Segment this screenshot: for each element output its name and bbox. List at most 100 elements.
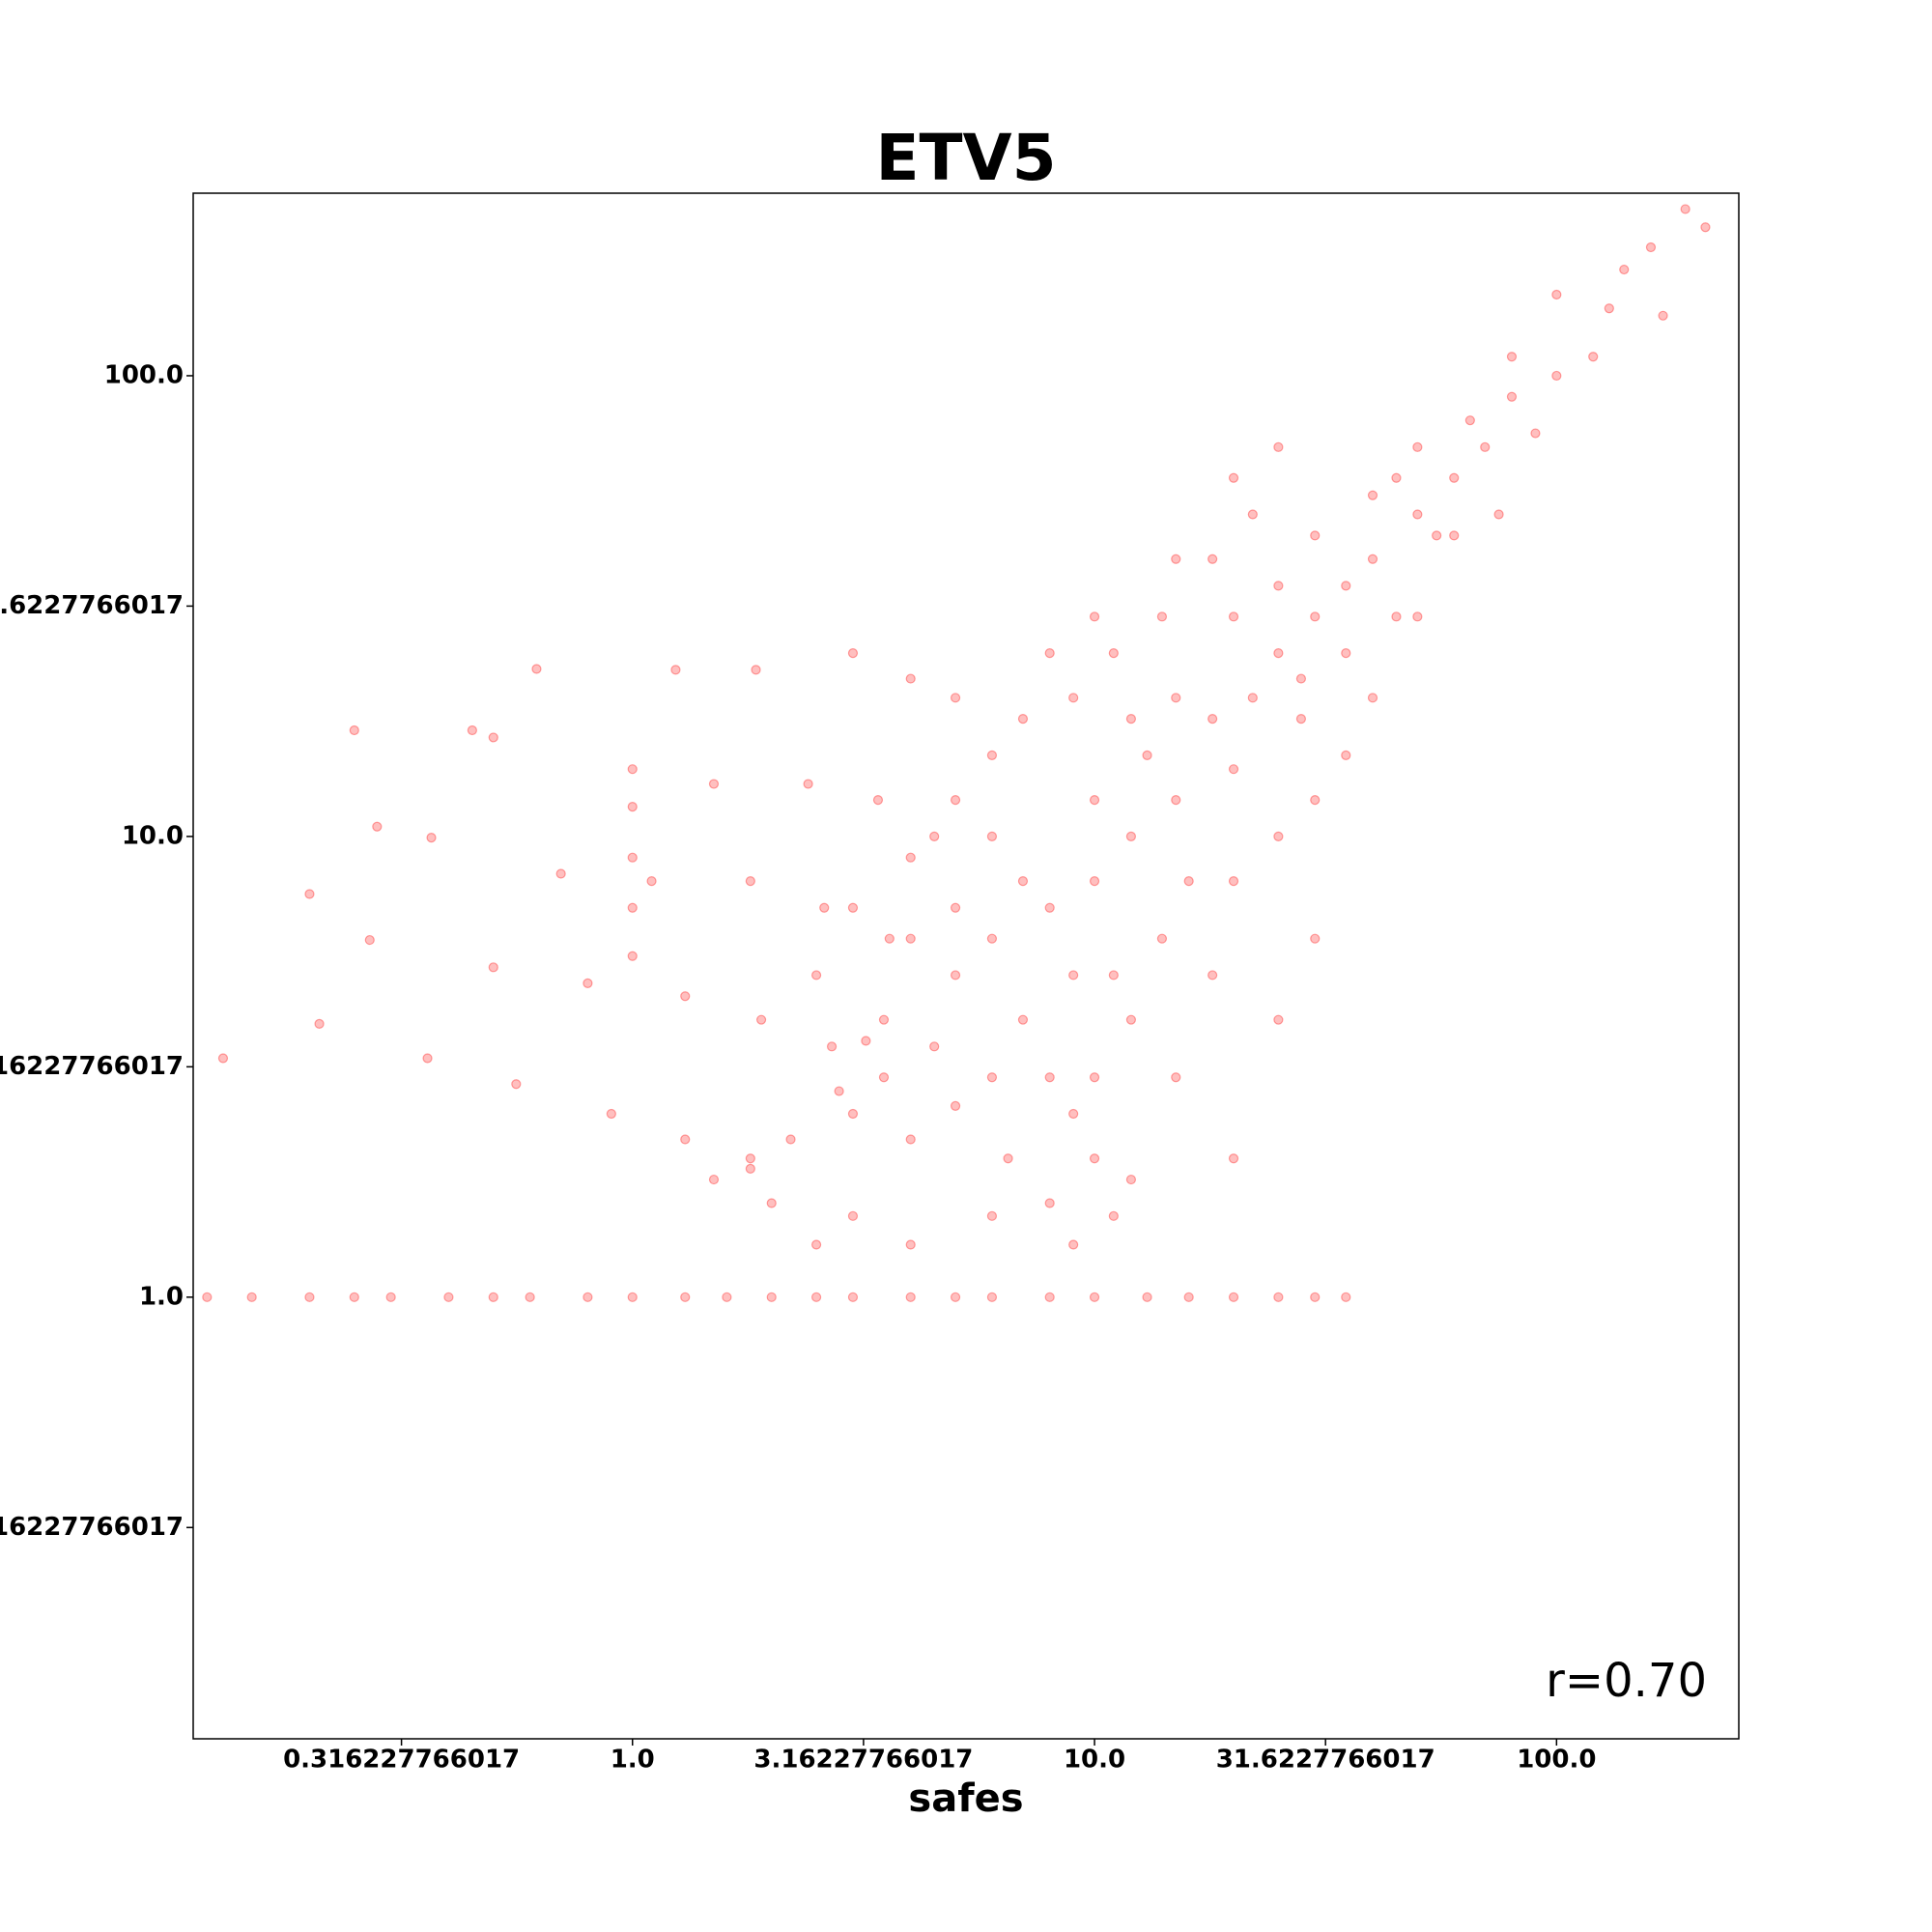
point: [1208, 970, 1218, 980]
point: [349, 1292, 359, 1302]
chart-title: ETV5: [875, 121, 1056, 195]
point: [1089, 1292, 1100, 1302]
point: [670, 665, 681, 675]
point: [680, 991, 691, 1002]
point: [950, 693, 961, 703]
point: [646, 876, 657, 887]
point: [950, 902, 961, 913]
point: [1228, 611, 1239, 622]
point: [950, 1292, 961, 1302]
point: [1310, 1292, 1321, 1302]
point: [1310, 530, 1321, 541]
point: [246, 1292, 257, 1302]
point: [1506, 391, 1518, 402]
point: [1156, 611, 1168, 622]
point: [1003, 1153, 1013, 1164]
point: [555, 868, 566, 879]
point: [847, 902, 859, 913]
point: [1125, 831, 1137, 841]
point: [708, 779, 720, 789]
point: [1068, 1108, 1079, 1120]
point: [1017, 1014, 1029, 1025]
point: [582, 978, 593, 989]
point: [1273, 581, 1284, 591]
point: [304, 1292, 315, 1302]
point: [766, 1198, 777, 1208]
point: [488, 732, 498, 743]
point: [1142, 750, 1152, 761]
point: [1412, 509, 1423, 520]
point: [1680, 204, 1690, 214]
point: [1171, 554, 1181, 564]
point: [950, 795, 961, 806]
point: [1068, 1239, 1079, 1250]
point: [488, 962, 498, 973]
x-tick-label: 3.16227766017: [753, 1746, 973, 1775]
point: [1156, 933, 1168, 944]
point: [1412, 611, 1423, 622]
point: [1341, 1292, 1351, 1302]
point: [1295, 673, 1307, 684]
point: [905, 852, 916, 863]
point: [1464, 415, 1475, 426]
point: [1619, 264, 1630, 275]
point: [1341, 647, 1351, 659]
point: [1142, 1292, 1152, 1302]
point: [1171, 693, 1181, 703]
point: [372, 821, 383, 832]
point: [905, 1292, 916, 1302]
point: [950, 970, 961, 980]
point: [1089, 1153, 1100, 1164]
point: [1208, 554, 1218, 564]
point: [1125, 714, 1137, 724]
point: [1310, 611, 1321, 622]
point: [1341, 581, 1351, 591]
x-tick-label: 10.0: [1064, 1746, 1125, 1775]
point: [1367, 490, 1378, 500]
y-tick-label: 10.0: [122, 821, 184, 850]
point: [745, 876, 755, 887]
point: [443, 1292, 454, 1302]
point: [929, 1041, 940, 1052]
point: [785, 1134, 796, 1145]
point: [1432, 530, 1442, 541]
point: [202, 1292, 213, 1302]
point: [1391, 611, 1402, 622]
point: [1493, 509, 1504, 520]
plot-frame: [192, 192, 1740, 1740]
point: [905, 673, 916, 684]
point: [1208, 714, 1218, 724]
point: [1530, 428, 1541, 439]
point: [488, 1292, 498, 1302]
point: [905, 1134, 916, 1145]
point: [525, 1292, 535, 1302]
point: [1017, 714, 1029, 724]
point: [1089, 795, 1100, 806]
point: [1044, 1292, 1055, 1302]
point: [872, 795, 884, 806]
point: [847, 1210, 859, 1221]
x-tick-label: 100.0: [1517, 1746, 1596, 1775]
point: [1295, 714, 1307, 724]
point: [467, 724, 477, 736]
annotation: r=0.70: [1546, 1654, 1707, 1708]
point: [1068, 970, 1079, 980]
point: [1273, 441, 1284, 452]
point: [722, 1292, 732, 1302]
point: [1273, 647, 1284, 659]
point: [1658, 310, 1668, 321]
point: [878, 1014, 890, 1025]
point: [986, 933, 998, 944]
point: [1089, 876, 1100, 887]
point: [986, 831, 998, 841]
point: [819, 902, 830, 913]
point: [364, 934, 375, 946]
point: [986, 1210, 998, 1221]
point: [426, 833, 437, 843]
point: [304, 889, 315, 899]
point: [1108, 970, 1119, 980]
y-tick-label: 1.0: [139, 1282, 184, 1311]
point: [1341, 750, 1351, 761]
point: [1044, 902, 1055, 913]
point: [582, 1292, 593, 1302]
